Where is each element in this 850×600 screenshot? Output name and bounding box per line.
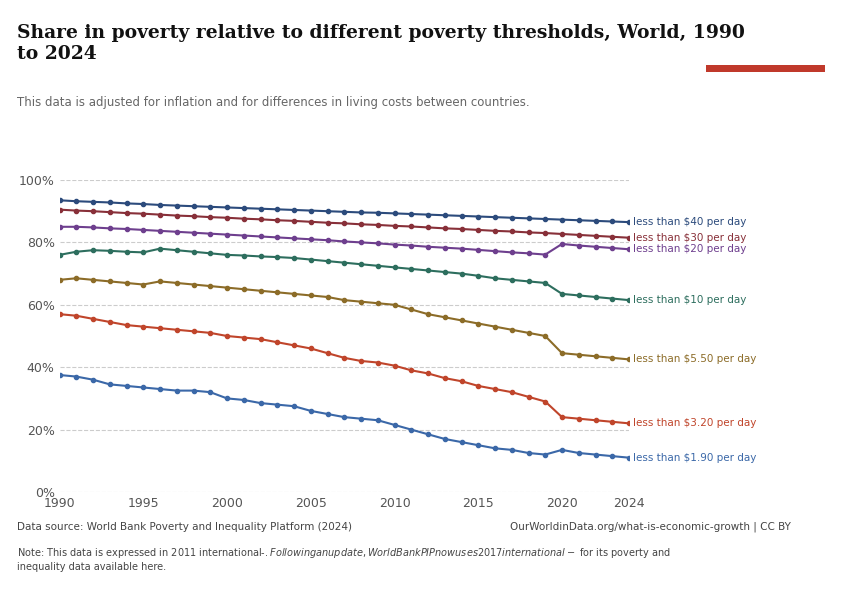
Text: Our World: Our World [735,30,795,40]
Bar [706,65,824,72]
Text: less than $5.50 per day: less than $5.50 per day [633,355,756,364]
Text: less than $30 per day: less than $30 per day [633,233,746,243]
Text: less than $40 per day: less than $40 per day [633,217,746,227]
Text: Data source: World Bank Poverty and Inequality Platform (2024): Data source: World Bank Poverty and Ineq… [17,522,352,532]
Text: less than $20 per day: less than $20 per day [633,244,746,254]
Text: less than $10 per day: less than $10 per day [633,295,746,305]
Text: OurWorldinData.org/what-is-economic-growth | CC BY: OurWorldinData.org/what-is-economic-grow… [510,522,790,533]
Text: in Data: in Data [744,44,786,54]
Text: less than $1.90 per day: less than $1.90 per day [633,452,756,463]
Text: This data is adjusted for inflation and for differences in living costs between : This data is adjusted for inflation and … [17,96,530,109]
Text: less than $3.20 per day: less than $3.20 per day [633,418,756,428]
Text: Note: This data is expressed in 2011 international-$. Following an update, World: Note: This data is expressed in 2011 int… [17,546,671,572]
Text: Share in poverty relative to different poverty thresholds, World, 1990
to 2024: Share in poverty relative to different p… [17,24,745,63]
